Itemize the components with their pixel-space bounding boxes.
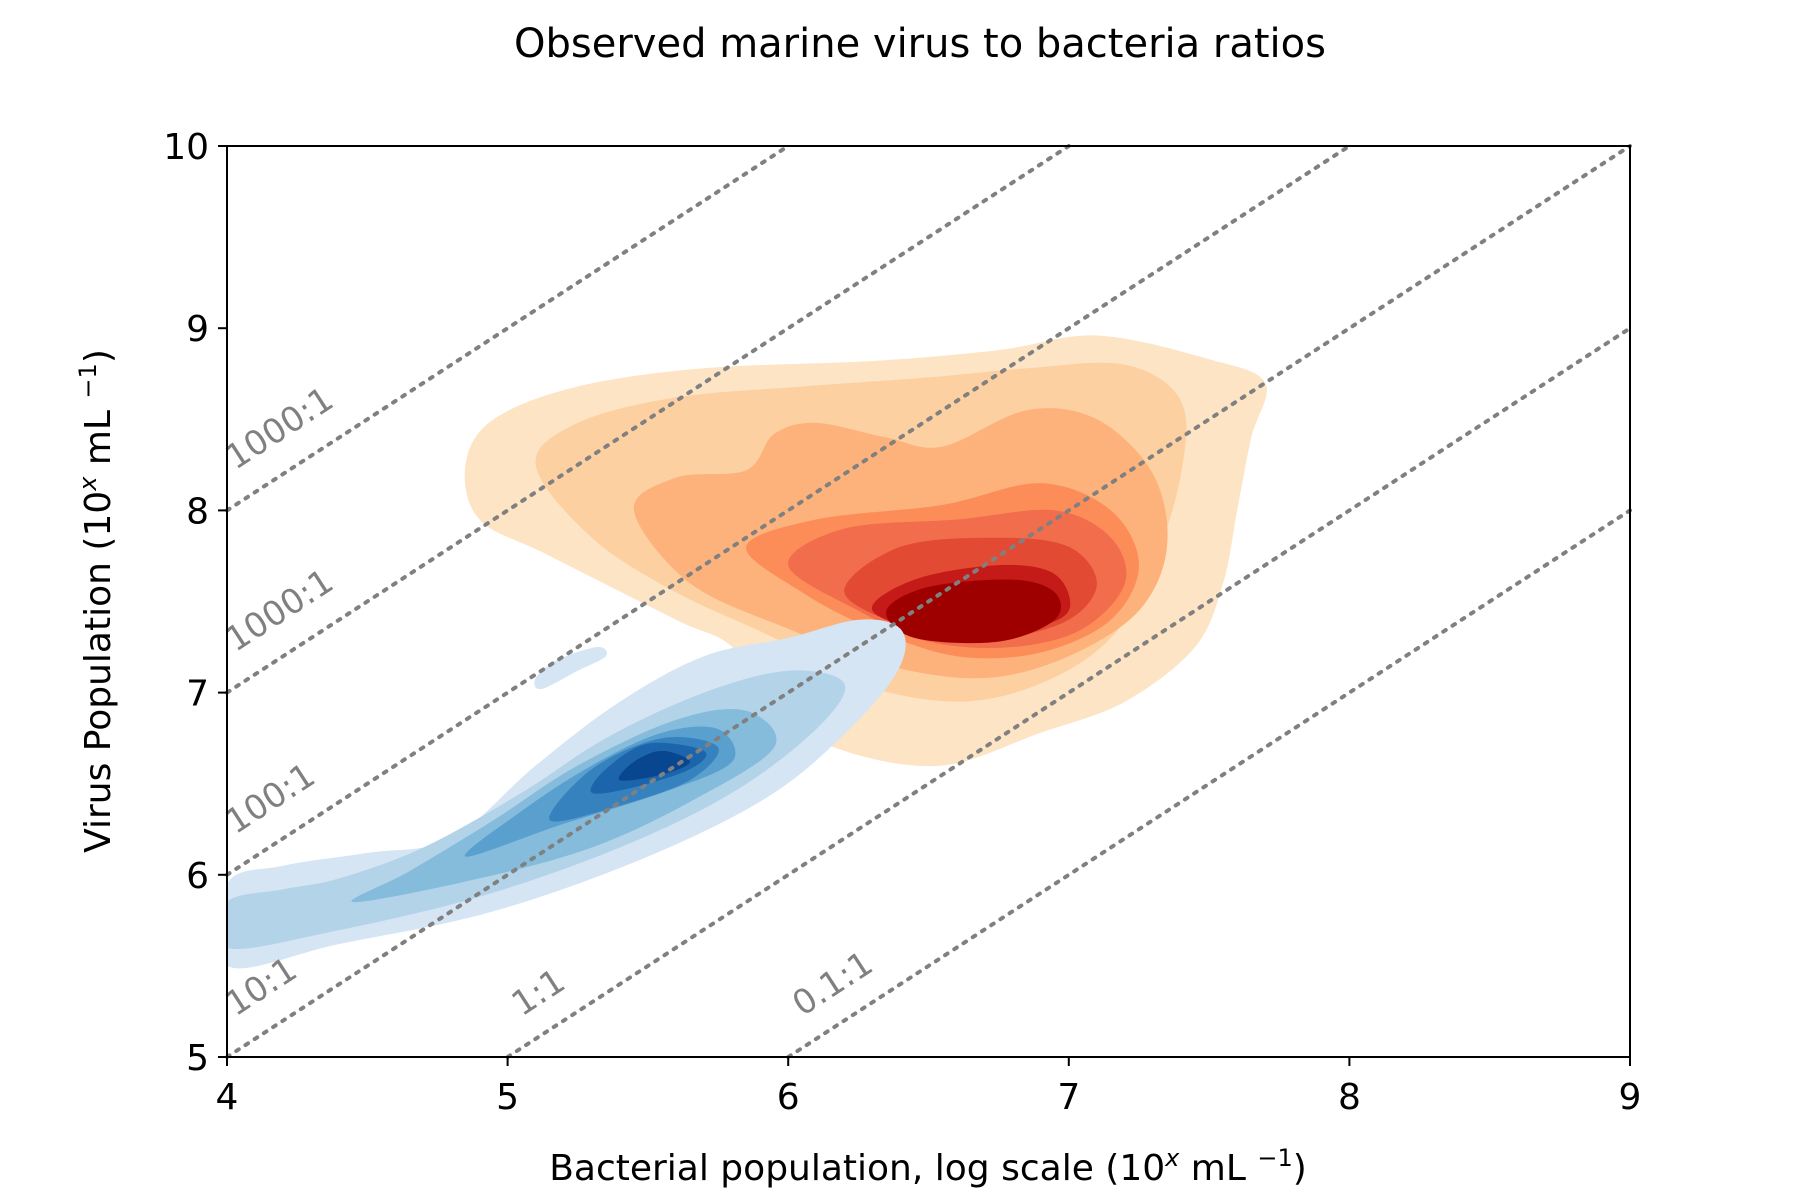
y-tick-label: 5 <box>186 1038 209 1079</box>
ratio-label-5: 0.1:1 <box>785 943 880 1024</box>
y-tick-label: 10 <box>163 127 209 168</box>
x-tick-label: 6 <box>777 1077 800 1118</box>
y-tick-label: 9 <box>186 309 209 350</box>
ratio-line-4 <box>505 326 1632 1059</box>
x-axis-ticks: 4 5 6 7 8 9 <box>216 1057 1642 1118</box>
plot-area <box>227 335 1267 969</box>
ratio-line-0 <box>225 144 791 513</box>
ratio-label-2: 100:1 <box>219 755 323 842</box>
x-tick-label: 4 <box>216 1077 239 1118</box>
ratio-label-1: 1000:1 <box>219 561 341 660</box>
chart-title: Observed marine virus to bacteria ratios <box>514 21 1326 67</box>
x-axis-label: Bacterial population, log scale (10x mL … <box>549 1144 1307 1189</box>
x-tick-label: 9 <box>1619 1077 1642 1118</box>
ratio-label-4: 1:1 <box>505 961 573 1024</box>
x-tick-label: 7 <box>1057 1077 1080 1118</box>
ratio-line-1 <box>225 144 1071 695</box>
ratio-line-3 <box>225 144 1632 1059</box>
y-tick-label: 8 <box>186 491 209 532</box>
x-tick-label: 8 <box>1338 1077 1361 1118</box>
ratio-line-5 <box>786 508 1632 1059</box>
contour-level-1-6 <box>618 750 690 781</box>
y-tick-label: 6 <box>186 856 209 897</box>
ratio-line-2 <box>225 144 1352 877</box>
x-tick-label: 5 <box>496 1077 519 1118</box>
contour-blob-1-0 <box>534 646 607 690</box>
ratio-lines <box>225 144 1632 1059</box>
y-tick-label: 7 <box>186 674 209 715</box>
contour-level-0-7 <box>886 579 1061 644</box>
axes-frame <box>226 145 1631 1058</box>
density-series-1 <box>227 619 906 969</box>
contour-blob-1-1 <box>227 907 298 930</box>
y-axis-label: Virus Population (10x mL −1) <box>74 349 119 853</box>
y-axis-ticks: 5 6 7 8 9 10 <box>163 127 227 1079</box>
ratio-label-0: 1000:1 <box>219 379 341 478</box>
